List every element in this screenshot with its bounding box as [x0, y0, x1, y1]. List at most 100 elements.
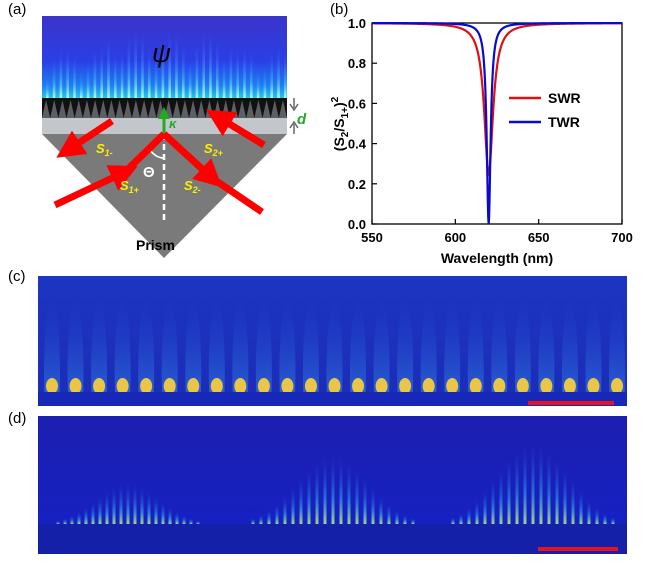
field-ray [140, 487, 144, 524]
scale-bar-d [538, 547, 618, 551]
field-hotspot [234, 378, 247, 394]
series-swr [371, 22, 622, 177]
field-ray [93, 49, 97, 98]
grating-tooth [278, 100, 287, 118]
theta-label: Θ [143, 164, 155, 181]
field-ray [270, 51, 273, 98]
field-ray [507, 459, 511, 524]
x-tick-label: 600 [444, 230, 466, 245]
field-ray [114, 52, 117, 98]
field-ray [59, 48, 63, 98]
arrow-s2minus [161, 131, 223, 188]
field-hotspot [469, 378, 482, 394]
port-s1plus-label: S1+ [120, 178, 140, 195]
field-hotspot [187, 378, 200, 394]
field-ray [523, 444, 527, 524]
field-peak [44, 301, 60, 406]
field-ray [339, 458, 343, 524]
field-ray [175, 33, 178, 98]
grating-tooth [238, 100, 247, 118]
field-hotspot [210, 378, 223, 394]
field-hotspot [116, 378, 129, 394]
x-tick-label: 650 [528, 230, 550, 245]
arrow-s1minus [56, 118, 114, 158]
port-s2plus-label: S2+ [204, 141, 224, 158]
field-ray [387, 504, 391, 524]
field-hotspot [46, 378, 58, 394]
x-tick-label: 550 [361, 230, 383, 245]
field-ray [363, 478, 367, 524]
field-ray [355, 470, 359, 524]
field-peak [302, 301, 319, 406]
field-ray [284, 50, 287, 98]
arrow-s2minus-seg [210, 175, 264, 215]
field-peak [138, 301, 155, 406]
scale-bar-c [528, 401, 614, 405]
field-map-c-graphic [38, 301, 627, 406]
field-ray [539, 444, 543, 524]
field-ray [126, 483, 130, 524]
port-s1minus-label: S1- [96, 141, 113, 158]
field-hotspot [493, 378, 506, 394]
legend-label-twr: TWR [548, 114, 580, 130]
field-peak [420, 301, 437, 406]
field-ray [86, 62, 90, 98]
field-ray [229, 46, 233, 98]
field-hotspot [93, 378, 106, 394]
field-ray [112, 487, 116, 524]
grating-tooth [246, 100, 255, 118]
field-ray [63, 518, 67, 524]
panel-label-b: (b) [330, 1, 349, 18]
grating-tooth [74, 100, 83, 118]
field-hotspot [587, 378, 600, 394]
psi-label: ψ [152, 38, 171, 68]
field-ray [491, 480, 495, 524]
field-ray [467, 507, 471, 524]
field-peak [255, 301, 272, 406]
field-ray [283, 496, 287, 524]
field-ray [98, 496, 102, 524]
field-ray [531, 443, 535, 524]
field-ray [182, 515, 186, 524]
grating-tooth [148, 100, 157, 118]
field-ray [307, 470, 311, 524]
field-peak [467, 301, 484, 406]
grating-tooth [115, 100, 124, 118]
field-ray [154, 55, 158, 98]
arrow-s1plus-seg [122, 131, 167, 175]
field-ray [222, 57, 226, 98]
field-ray [475, 500, 479, 524]
field-ray [127, 37, 131, 98]
field-ray [70, 515, 74, 524]
field-ray [459, 513, 463, 524]
series-lines [371, 21, 622, 225]
field-ray [105, 491, 109, 524]
field-peak [91, 301, 108, 406]
field-ray [571, 480, 575, 524]
field-peak [350, 301, 367, 406]
grating-tooth [197, 100, 206, 118]
grating-tooth [58, 100, 67, 118]
field-ray [563, 469, 567, 524]
schematic-diagram: ψ κ d Θ Prism S1- S2+ S1+ S2- [42, 16, 307, 258]
field-ray [182, 44, 185, 98]
field-ray [91, 502, 95, 524]
field-ray [154, 496, 158, 524]
field-peak [67, 301, 84, 406]
field-peak [185, 301, 202, 406]
field-peak [161, 301, 178, 406]
grating-tooth [42, 100, 51, 118]
field-ray [236, 49, 239, 98]
field-ray [168, 507, 172, 524]
field-ray [161, 502, 165, 524]
field-ray [555, 459, 559, 524]
field-peak [208, 301, 225, 406]
field-ray [195, 43, 199, 98]
field-ray [209, 32, 212, 98]
panel-label-a: (a) [8, 1, 27, 18]
field-ray [611, 517, 615, 524]
field-ray [141, 35, 144, 98]
field-ray [411, 518, 415, 524]
field-ray [579, 491, 583, 524]
field-ray [119, 484, 123, 524]
